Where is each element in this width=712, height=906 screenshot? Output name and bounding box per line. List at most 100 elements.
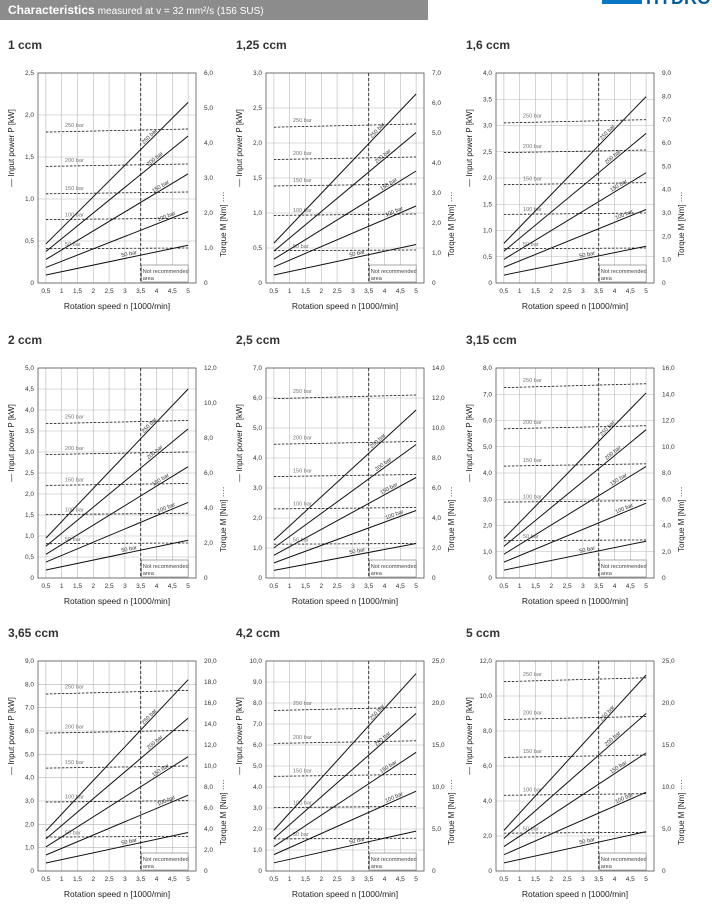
x-tick-label: 2,5 [105, 288, 114, 295]
y-left-tick-label: 7,0 [25, 705, 34, 712]
x-tick-label: 4,5 [626, 583, 635, 590]
x-tick-label: 4 [383, 583, 387, 590]
y-right-axis-label: Torque M [Nm] ···· [677, 487, 686, 552]
y-left-tick-label: 1,5 [483, 201, 492, 208]
torque-series-label: 50 bar [65, 537, 81, 543]
chart-title: 1,6 ccm [466, 38, 511, 52]
y-left-tick-label: 1,0 [25, 533, 34, 540]
not-recommended-label: Not recommended [601, 269, 647, 275]
power-series-label: 150 bar [609, 472, 628, 487]
y-right-tick-label: 1,0 [432, 250, 441, 257]
power-series-label: 100 bar [615, 503, 635, 516]
x-tick-label: 1 [518, 288, 522, 295]
x-axis-label: Rotation speed n [1000/min] [64, 301, 170, 311]
x-tick-label: 0,5 [269, 288, 278, 295]
x-tick-label: 1 [60, 288, 64, 295]
plot-frame [495, 367, 655, 579]
power-line [45, 794, 189, 856]
y-left-axis-label: — Input power P [kW] [7, 697, 16, 775]
power-series-label: 250 bar [141, 417, 159, 435]
torque-line [273, 740, 417, 744]
y-left-tick-label: 4,0 [253, 455, 262, 462]
y-right-tick-label: 9,0 [662, 70, 671, 77]
y-right-tick-label: 5,0 [432, 826, 441, 833]
x-tick-label: 3 [581, 288, 585, 295]
x-tick-label: 1,5 [531, 288, 540, 295]
torque-line [273, 156, 417, 160]
y-left-tick-label: 7,0 [483, 391, 492, 398]
power-line [273, 170, 417, 260]
chart-title: 5 ccm [466, 626, 501, 640]
y-left-tick-label: 0 [258, 868, 262, 875]
x-tick-label: 2 [549, 876, 553, 883]
power-line [45, 102, 189, 245]
y-right-tick-label: 25,0 [432, 658, 445, 665]
not-recommended-box [369, 559, 417, 578]
torque-series-label: 100 bar [65, 795, 84, 801]
y-left-tick-label: 5,0 [25, 365, 34, 372]
y-left-tick-label: 0 [258, 280, 262, 287]
y-left-tick-label: 6,0 [483, 418, 492, 425]
y-left-tick-label: 4,5 [25, 386, 34, 393]
not-recommended-label: Not recommended [371, 857, 417, 863]
x-tick-label: 1,5 [73, 876, 82, 883]
torque-series-label: 150 bar [293, 768, 312, 774]
x-tick-label: 2,5 [105, 876, 114, 883]
y-right-tick-label: 6,0 [204, 470, 213, 477]
torque-series-label: 200 bar [523, 144, 542, 150]
x-tick-label: 5 [414, 583, 418, 590]
y-right-tick-label: 14,0 [432, 365, 445, 372]
x-tick-label: 0,5 [41, 583, 50, 590]
torque-line [273, 507, 417, 510]
power-series-label: 250 bar [369, 704, 386, 722]
power-line [45, 679, 189, 832]
power-line [273, 409, 417, 541]
power-series-label: 250 bar [141, 128, 159, 146]
x-tick-label: 1 [60, 876, 64, 883]
torque-line [503, 754, 647, 758]
y-left-axis-label: — Input power P [kW] [235, 404, 244, 482]
power-series-label: 250 bar [599, 124, 617, 142]
x-tick-label: 3,5 [136, 288, 145, 295]
y-right-tick-label: 0 [432, 575, 436, 582]
power-series-label: 150 bar [379, 482, 399, 496]
y-right-tick-label: 25,0 [662, 658, 675, 665]
chart-4: 0,5 1 1,5 2 2,5 3 3,5 4 4,5 5 0 0,5 1,0 1,5 2,0 2,5 3,0 3… [7, 365, 228, 606]
x-axis-label: Rotation speed n [1000/min] [64, 889, 170, 899]
logo-bar [602, 0, 642, 4]
power-line [273, 477, 417, 556]
x-tick-label: 0,5 [499, 876, 508, 883]
power-line [45, 717, 189, 840]
power-line [503, 791, 647, 856]
x-tick-label: 4,5 [626, 288, 635, 295]
power-line [273, 205, 417, 268]
y-right-tick-label: 4,0 [204, 505, 213, 512]
chart-5: 0,5 1 1,5 2 2,5 3 3,5 4 4,5 5 0 1,0 2,0 3,0 4,0 5,0 6,0 7… [235, 365, 456, 606]
torque-series-label: 50 bar [523, 242, 539, 248]
y-left-tick-label: 2,0 [253, 515, 262, 522]
power-series-label: 50 bar [579, 251, 596, 260]
power-series-label: 200 bar [146, 734, 164, 751]
y-left-tick-label: 6,0 [253, 395, 262, 402]
torque-series-label: 100 bar [293, 502, 312, 508]
power-line [45, 539, 189, 571]
x-tick-label: 2,5 [105, 583, 114, 590]
y-right-tick-label: 4,0 [662, 523, 671, 530]
power-line [503, 540, 647, 571]
x-tick-label: 0,5 [499, 288, 508, 295]
chart-8: 0,5 1 1,5 2 2,5 3 3,5 4 4,5 5 0 1,0 2,0 3,0 4,0 5,0 6,0 7… [235, 658, 456, 899]
x-axis-label: Rotation speed n [1000/min] [522, 596, 628, 606]
y-right-tick-label: 4,0 [432, 515, 441, 522]
power-line [273, 751, 417, 847]
power-line [273, 244, 417, 276]
y-left-tick-label: 7,0 [253, 365, 262, 372]
plot-frame [265, 367, 425, 579]
power-series-label: 50 bar [121, 250, 138, 259]
power-line [273, 132, 417, 252]
power-series-label: 250 bar [141, 708, 158, 726]
x-tick-label: 3 [123, 583, 127, 590]
torque-series-label: 200 bar [65, 446, 84, 452]
not-recommended-label: area [601, 276, 613, 282]
y-left-tick-label: 3,0 [253, 485, 262, 492]
power-series-label: 50 bar [121, 837, 138, 846]
